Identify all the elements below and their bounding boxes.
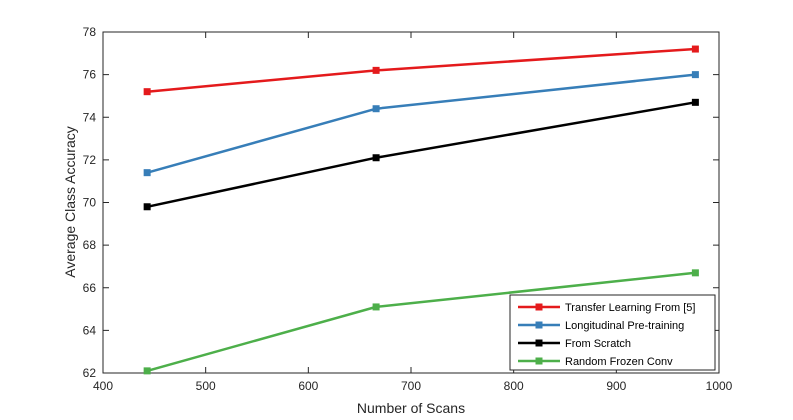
data-point bbox=[691, 269, 699, 277]
legend-item: Longitudinal Pre-training bbox=[518, 320, 684, 332]
legend-label: Transfer Learning From [5] bbox=[565, 302, 695, 314]
legend-swatch-marker bbox=[535, 357, 543, 365]
x-tick-label: 900 bbox=[606, 379, 626, 393]
legend-swatch-marker bbox=[535, 303, 543, 311]
legend-item: From Scratch bbox=[518, 338, 631, 350]
legend-label: From Scratch bbox=[565, 338, 631, 350]
data-point bbox=[372, 303, 380, 311]
data-point bbox=[143, 88, 151, 96]
series-3 bbox=[143, 98, 699, 211]
x-tick-label: 400 bbox=[93, 379, 113, 393]
data-point bbox=[372, 66, 380, 74]
legend-label: Random Frozen Conv bbox=[565, 356, 673, 368]
data-point bbox=[143, 169, 151, 177]
data-point bbox=[143, 367, 151, 375]
series-1 bbox=[143, 45, 699, 96]
data-point bbox=[372, 105, 380, 113]
y-tick-label: 74 bbox=[83, 110, 97, 124]
series-4 bbox=[143, 269, 699, 375]
legend-item: Transfer Learning From [5] bbox=[518, 302, 695, 314]
y-tick-label: 68 bbox=[83, 238, 97, 252]
data-point bbox=[691, 45, 699, 53]
legend-swatch-marker bbox=[535, 321, 543, 329]
y-tick-label: 72 bbox=[83, 153, 97, 167]
x-tick-label: 600 bbox=[298, 379, 318, 393]
y-tick-label: 78 bbox=[83, 25, 97, 39]
legend-swatch-marker bbox=[535, 339, 543, 347]
data-point bbox=[143, 203, 151, 211]
x-tick-label: 1000 bbox=[706, 379, 733, 393]
y-tick-label: 62 bbox=[83, 366, 97, 380]
data-point bbox=[691, 98, 699, 106]
y-axis-label: Average Class Accuracy bbox=[62, 126, 78, 277]
y-tick-label: 64 bbox=[83, 323, 97, 337]
axis-ticks: 400 500 600 700 800 900 1000 62 64 66 68 70 72 74 76 78 bbox=[83, 25, 733, 393]
y-tick-label: 66 bbox=[83, 281, 97, 295]
legend-item: Random Frozen Conv bbox=[518, 356, 673, 368]
y-tick-label: 70 bbox=[83, 196, 97, 210]
y-tick-label: 76 bbox=[83, 68, 97, 82]
x-axis-label: Number of Scans bbox=[357, 400, 465, 416]
x-tick-label: 500 bbox=[196, 379, 216, 393]
data-point bbox=[372, 154, 380, 162]
data-point bbox=[691, 71, 699, 79]
series-layer bbox=[143, 45, 699, 375]
series-2 bbox=[143, 71, 699, 177]
x-tick-label: 800 bbox=[504, 379, 524, 393]
legend: Transfer Learning From [5] Longitudinal P… bbox=[509, 294, 716, 371]
legend-label: Longitudinal Pre-training bbox=[565, 320, 684, 332]
x-tick-label: 700 bbox=[401, 379, 421, 393]
